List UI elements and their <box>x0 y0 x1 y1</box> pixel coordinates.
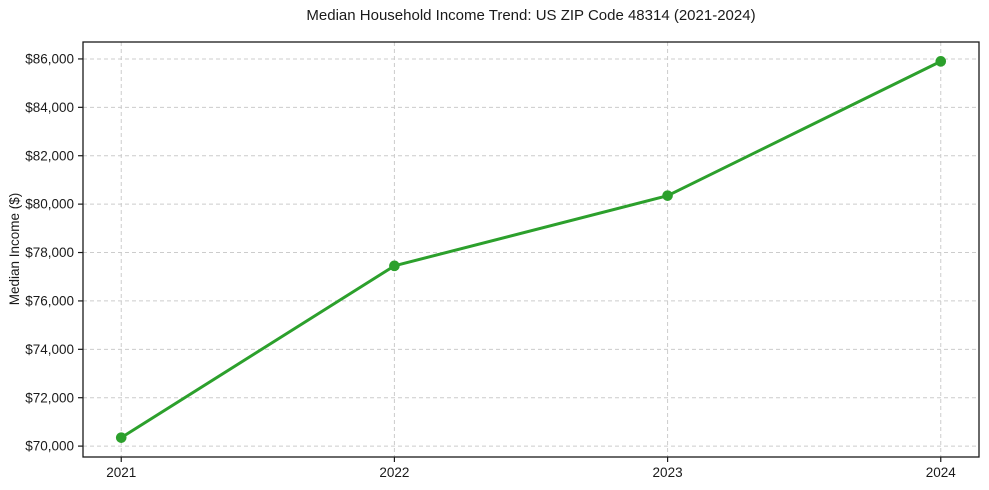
y-tick-label: $80,000 <box>25 197 74 212</box>
data-point <box>935 56 947 67</box>
x-tick-label: 2024 <box>926 465 957 480</box>
y-tick-label: $84,000 <box>25 100 74 115</box>
y-tick-label: $76,000 <box>25 294 74 309</box>
chart-title: Median Household Income Trend: US ZIP Co… <box>306 7 756 24</box>
y-tick-label: $78,000 <box>25 245 74 260</box>
data-point <box>115 432 127 443</box>
y-tick-label: $70,000 <box>25 439 74 454</box>
data-point <box>662 190 673 201</box>
y-tick-label: $82,000 <box>25 148 74 163</box>
x-tick-label: 2022 <box>379 465 409 480</box>
trend-line <box>119 59 943 440</box>
x-tick-label: 2023 <box>653 465 683 480</box>
y-tick-label: $72,000 <box>25 390 74 405</box>
plot-border <box>82 41 980 458</box>
data-point <box>389 260 400 272</box>
x-tick-label: 2021 <box>106 465 136 480</box>
y-tick-label: $74,000 <box>25 342 74 357</box>
y-tick-label: $86,000 <box>25 52 74 67</box>
